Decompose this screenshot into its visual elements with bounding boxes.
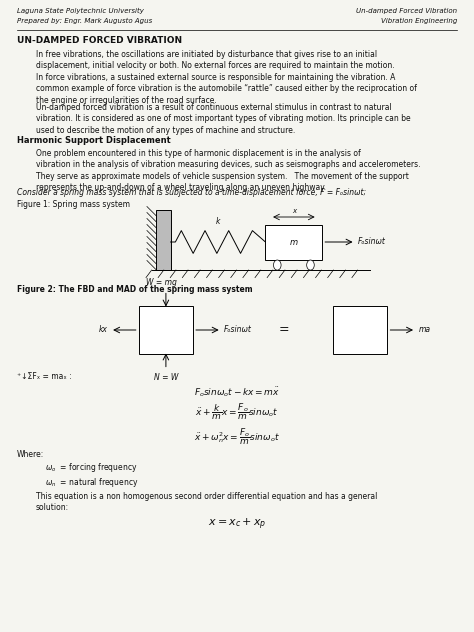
Text: ma: ma: [418, 325, 430, 334]
Text: Consider a spring mass system that is subjected to a time-displacement force, F : Consider a spring mass system that is su…: [17, 188, 366, 197]
Bar: [265, 225, 322, 260]
Bar: [333, 307, 387, 354]
Text: UN-DAMPED FORCED VIBRATION: UN-DAMPED FORCED VIBRATION: [17, 36, 182, 45]
Text: k: k: [216, 217, 220, 226]
Circle shape: [307, 260, 314, 270]
Text: $x = x_c + x_p$: $x = x_c + x_p$: [208, 517, 266, 532]
Text: N = W: N = W: [154, 373, 178, 382]
Text: Vibration Engineering: Vibration Engineering: [381, 18, 457, 24]
Circle shape: [273, 260, 281, 270]
Bar: [138, 307, 193, 354]
Text: Un-damped Forced Vibration: Un-damped Forced Vibration: [356, 8, 457, 14]
Text: In free vibrations, the oscillations are initiated by disturbance that gives ris: In free vibrations, the oscillations are…: [36, 50, 394, 70]
Text: kx: kx: [99, 325, 108, 334]
Text: This equation is a non homogenous second order differential equation and has a g: This equation is a non homogenous second…: [36, 492, 377, 513]
Text: Fₒsinωt: Fₒsinωt: [224, 325, 252, 334]
Text: Figure 1: Spring mass system: Figure 1: Spring mass system: [17, 200, 129, 209]
Text: $\ddot{x} + \omega_n^{2}x = \dfrac{F_o}{m}sin\omega_o t$: $\ddot{x} + \omega_n^{2}x = \dfrac{F_o}{…: [194, 427, 280, 447]
Text: $\omega_n$  = natural frequency: $\omega_n$ = natural frequency: [45, 476, 138, 489]
Text: Un-damped forced vibration is a result of continuous external stimulus in contra: Un-damped forced vibration is a result o…: [36, 103, 410, 135]
Text: W = mg: W = mg: [146, 278, 177, 288]
Bar: [156, 210, 171, 270]
Text: Figure 2: The FBD and MAD of the spring mass system: Figure 2: The FBD and MAD of the spring …: [17, 285, 252, 294]
Text: Fₒsinωt: Fₒsinωt: [358, 238, 386, 246]
Text: Laguna State Polytechnic University: Laguna State Polytechnic University: [17, 8, 144, 14]
Text: x: x: [292, 208, 296, 214]
Text: $\omega_o$  = forcing frequency: $\omega_o$ = forcing frequency: [45, 461, 137, 474]
Text: Harmonic Support Displacement: Harmonic Support Displacement: [17, 136, 170, 145]
Text: ⁺↓ΣFₓ = maₓ :: ⁺↓ΣFₓ = maₓ :: [17, 372, 71, 381]
Text: m: m: [290, 238, 298, 247]
Text: $\ddot{x} + \dfrac{k}{m}x = \dfrac{F_o}{m}sin\omega_o t$: $\ddot{x} + \dfrac{k}{m}x = \dfrac{F_o}{…: [195, 402, 279, 422]
Text: Where:: Where:: [17, 450, 44, 459]
Text: Prepared by: Engr. Mark Augusto Agus: Prepared by: Engr. Mark Augusto Agus: [17, 18, 152, 24]
Text: $F_o sin\omega_o t - kx = m\ddot{x}$: $F_o sin\omega_o t - kx = m\ddot{x}$: [194, 385, 280, 399]
Text: =: =: [279, 324, 290, 336]
Text: One problem encountered in this type of harmonic displacement is in the analysis: One problem encountered in this type of …: [36, 149, 420, 192]
Text: In force vibrations, a sustained external source is responsible for maintaining : In force vibrations, a sustained externa…: [36, 73, 417, 105]
